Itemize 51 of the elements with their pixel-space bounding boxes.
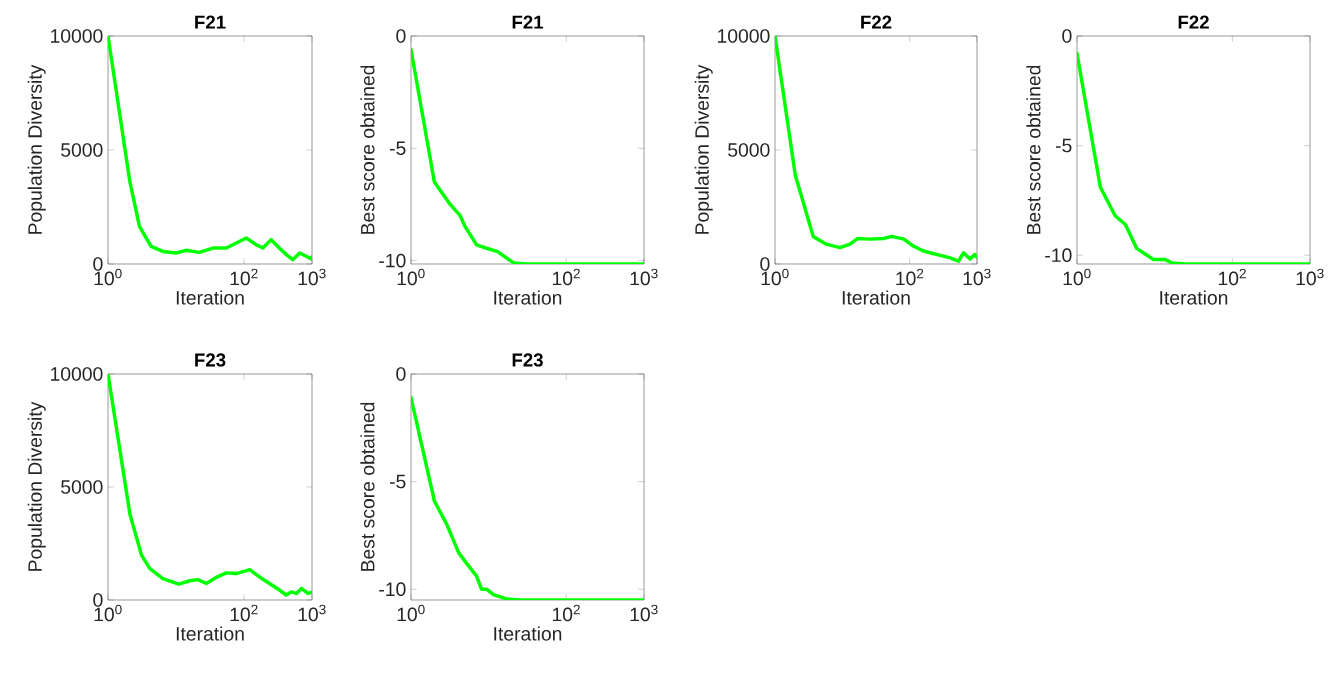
- chart-title: F23: [512, 353, 543, 367]
- x-axis-title: Iteration: [1160, 290, 1228, 305]
- y-tick-label: 5000: [61, 480, 103, 494]
- x-tick-label: 10$^{0}$: [1063, 268, 1091, 286]
- chart-title: F21: [512, 15, 544, 29]
- y-axis-title: Best score obtained: [360, 65, 375, 234]
- x-tick-label: 10$^{2}$: [552, 604, 580, 622]
- x-tick-label: 10$^{2}$: [552, 268, 580, 286]
- x-tick-label: 10$^{3}$: [298, 604, 326, 622]
- chart-title: F22: [861, 15, 892, 29]
- x-axis-title: Iteration: [842, 290, 910, 305]
- chart-title: F22: [1178, 15, 1209, 29]
- x-axis-title: Iteration: [176, 626, 244, 641]
- chart-title: F21: [195, 15, 226, 29]
- y-tick-label: -5: [1055, 138, 1072, 153]
- x-tick-label: 10$^{3}$: [298, 268, 326, 286]
- x-axis-title: Iteration: [494, 290, 562, 305]
- y-axis-title: Population Diversity: [694, 64, 713, 234]
- y-tick-label: -10: [379, 253, 406, 268]
- y-tick-label: 0: [93, 593, 103, 607]
- x-tick-label: 10$^{3}$: [630, 604, 658, 622]
- y-tick-label: 10000: [718, 29, 770, 43]
- y-axis-title: Population Diversity: [27, 64, 46, 234]
- y-axis-title: Population Diversity: [27, 401, 46, 571]
- x-tick-label: 10$^{2}$: [896, 268, 924, 286]
- y-tick-label: 0: [93, 257, 103, 271]
- y-tick-label: 0: [396, 367, 406, 381]
- x-tick-label: 10$^{3}$: [630, 268, 658, 286]
- x-tick-label: 10$^{0}$: [397, 268, 425, 286]
- y-tick-label: 5000: [728, 143, 770, 157]
- y-tick-label: -5: [389, 474, 406, 489]
- x-tick-label: 10$^{2}$: [230, 604, 258, 622]
- y-axis-title: Best score obtained: [360, 402, 375, 571]
- y-tick-label: -10: [1045, 248, 1072, 263]
- y-tick-label: -5: [389, 141, 406, 156]
- y-tick-label: 0: [1062, 29, 1072, 43]
- x-tick-label: 10$^{2}$: [1218, 268, 1246, 286]
- y-tick-label: 10000: [51, 29, 103, 43]
- x-tick-label: 10$^{0}$: [397, 604, 425, 622]
- y-tick-label: 5000: [61, 143, 103, 157]
- y-tick-label: 10000: [51, 367, 103, 381]
- chart-title: F23: [195, 353, 226, 367]
- y-axis-title: Best score obtained: [1026, 65, 1041, 234]
- y-tick-label: -10: [379, 582, 406, 597]
- x-tick-label: 10$^{3}$: [963, 268, 991, 286]
- y-tick-label: 0: [760, 257, 770, 271]
- y-tick-label: 0: [396, 29, 406, 43]
- x-tick-label: 10$^{3}$: [1296, 268, 1324, 286]
- x-tick-label: 10$^{2}$: [230, 268, 258, 286]
- x-axis-title: Iteration: [176, 290, 244, 305]
- x-axis-title: Iteration: [494, 626, 562, 641]
